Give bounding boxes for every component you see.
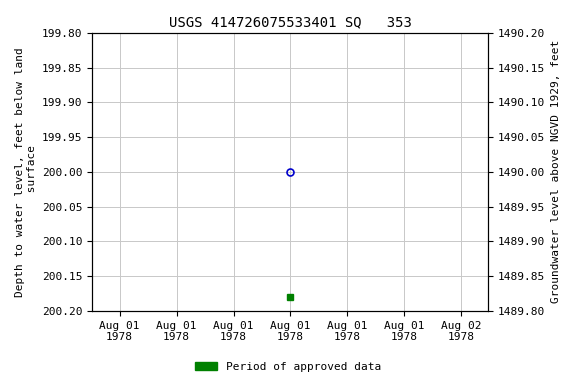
Legend: Period of approved data: Period of approved data bbox=[191, 358, 385, 377]
Title: USGS 414726075533401 SQ   353: USGS 414726075533401 SQ 353 bbox=[169, 15, 412, 29]
Y-axis label: Groundwater level above NGVD 1929, feet: Groundwater level above NGVD 1929, feet bbox=[551, 40, 561, 303]
Y-axis label: Depth to water level, feet below land
 surface: Depth to water level, feet below land su… bbox=[15, 47, 37, 297]
